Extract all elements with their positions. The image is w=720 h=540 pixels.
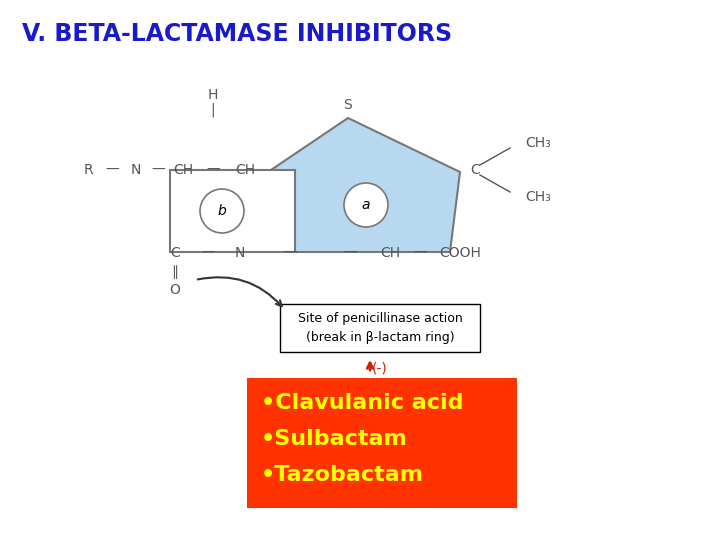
Circle shape: [200, 189, 244, 233]
Text: |: |: [211, 103, 215, 117]
Text: O: O: [170, 283, 181, 297]
Text: V. BETA-LACTAMASE INHIBITORS: V. BETA-LACTAMASE INHIBITORS: [22, 22, 452, 46]
Text: •Tazobactam: •Tazobactam: [261, 465, 424, 485]
Bar: [247, 378, 517, 508]
Bar: [170, 170, 295, 252]
Text: CH₃: CH₃: [525, 190, 551, 204]
Text: CH₃: CH₃: [525, 136, 551, 150]
Text: H: H: [208, 88, 218, 102]
Text: a: a: [361, 198, 370, 212]
Text: C: C: [470, 163, 480, 177]
Polygon shape: [268, 118, 460, 252]
Text: b: b: [217, 204, 226, 218]
Text: R: R: [84, 163, 93, 177]
Text: —: —: [201, 246, 215, 260]
Text: —: —: [206, 163, 220, 177]
Text: Site of penicillinase action
(break in β-lactam ring): Site of penicillinase action (break in β…: [297, 312, 462, 344]
Text: —: —: [283, 246, 297, 260]
Text: ∥: ∥: [171, 265, 179, 279]
Text: CH: CH: [235, 163, 255, 177]
Text: —: —: [413, 246, 427, 260]
Text: —: —: [105, 163, 119, 177]
Text: C: C: [170, 246, 180, 260]
Text: —: —: [151, 163, 165, 177]
Text: —: —: [343, 246, 357, 260]
Text: CH: CH: [380, 246, 400, 260]
Bar: [280, 304, 480, 352]
Text: S: S: [343, 98, 352, 112]
Text: N: N: [131, 163, 141, 177]
Text: COOH: COOH: [439, 246, 481, 260]
Text: CH: CH: [173, 163, 193, 177]
Circle shape: [344, 183, 388, 227]
Text: (-): (-): [372, 361, 388, 375]
Text: •Sulbactam: •Sulbactam: [261, 429, 408, 449]
Text: N: N: [235, 246, 246, 260]
Text: •Clavulanic acid: •Clavulanic acid: [261, 393, 464, 413]
